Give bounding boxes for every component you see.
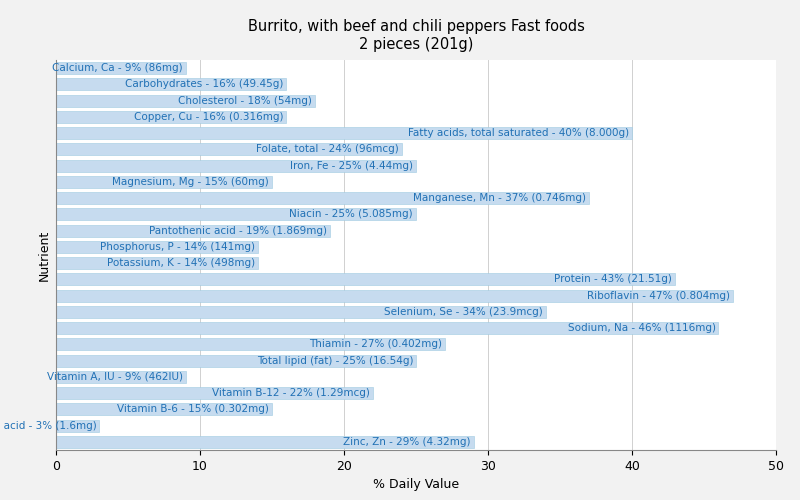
Title: Burrito, with beef and chili peppers Fast foods
2 pieces (201g): Burrito, with beef and chili peppers Fas… [247,20,585,52]
Bar [56,111,286,123]
Text: Copper, Cu - 16% (0.316mg): Copper, Cu - 16% (0.316mg) [134,112,283,122]
Bar [56,338,445,350]
Bar [56,176,272,188]
X-axis label: % Daily Value: % Daily Value [373,478,459,492]
Bar [56,160,416,172]
Text: Selenium, Se - 34% (23.9mcg): Selenium, Se - 34% (23.9mcg) [384,307,542,317]
Bar [56,322,718,334]
Text: Phosphorus, P - 14% (141mg): Phosphorus, P - 14% (141mg) [100,242,254,252]
Text: Vitamin B-12 - 22% (1.29mcg): Vitamin B-12 - 22% (1.29mcg) [212,388,370,398]
Bar [56,78,286,90]
Text: Folate, total - 24% (96mcg): Folate, total - 24% (96mcg) [256,144,398,154]
Text: Iron, Fe - 25% (4.44mg): Iron, Fe - 25% (4.44mg) [290,160,413,170]
Bar [56,257,258,269]
Text: Niacin - 25% (5.085mg): Niacin - 25% (5.085mg) [290,210,413,220]
Text: Vitamin C, total ascorbic acid - 3% (1.6mg): Vitamin C, total ascorbic acid - 3% (1.6… [0,420,96,430]
Bar [56,62,186,74]
Bar [56,436,474,448]
Bar [56,387,373,399]
Y-axis label: Nutrient: Nutrient [38,230,50,280]
Bar [56,404,272,415]
Bar [56,192,589,204]
Text: Carbohydrates - 16% (49.45g): Carbohydrates - 16% (49.45g) [125,80,283,90]
Bar [56,420,99,432]
Text: Cholesterol - 18% (54mg): Cholesterol - 18% (54mg) [178,96,312,106]
Text: Vitamin A, IU - 9% (462IU): Vitamin A, IU - 9% (462IU) [46,372,182,382]
Text: Manganese, Mn - 37% (0.746mg): Manganese, Mn - 37% (0.746mg) [413,193,586,203]
Text: Total lipid (fat) - 25% (16.54g): Total lipid (fat) - 25% (16.54g) [257,356,413,366]
Text: Vitamin B-6 - 15% (0.302mg): Vitamin B-6 - 15% (0.302mg) [118,404,269,414]
Text: Potassium, K - 14% (498mg): Potassium, K - 14% (498mg) [106,258,254,268]
Bar [56,94,315,106]
Bar [56,127,632,139]
Text: Riboflavin - 47% (0.804mg): Riboflavin - 47% (0.804mg) [587,290,730,300]
Text: Calcium, Ca - 9% (86mg): Calcium, Ca - 9% (86mg) [52,63,182,73]
Text: Zinc, Zn - 29% (4.32mg): Zinc, Zn - 29% (4.32mg) [343,437,470,447]
Bar [56,354,416,366]
Bar [56,144,402,156]
Text: Protein - 43% (21.51g): Protein - 43% (21.51g) [554,274,672,284]
Text: Magnesium, Mg - 15% (60mg): Magnesium, Mg - 15% (60mg) [112,177,269,187]
Bar [56,371,186,383]
Bar [56,290,733,302]
Text: Pantothenic acid - 19% (1.869mg): Pantothenic acid - 19% (1.869mg) [149,226,326,235]
Bar [56,241,258,253]
Text: Thiamin - 27% (0.402mg): Thiamin - 27% (0.402mg) [309,340,442,349]
Bar [56,208,416,220]
Bar [56,224,330,236]
Bar [56,306,546,318]
Text: Sodium, Na - 46% (1116mg): Sodium, Na - 46% (1116mg) [567,323,715,333]
Bar [56,274,675,285]
Text: Fatty acids, total saturated - 40% (8.000g): Fatty acids, total saturated - 40% (8.00… [408,128,629,138]
